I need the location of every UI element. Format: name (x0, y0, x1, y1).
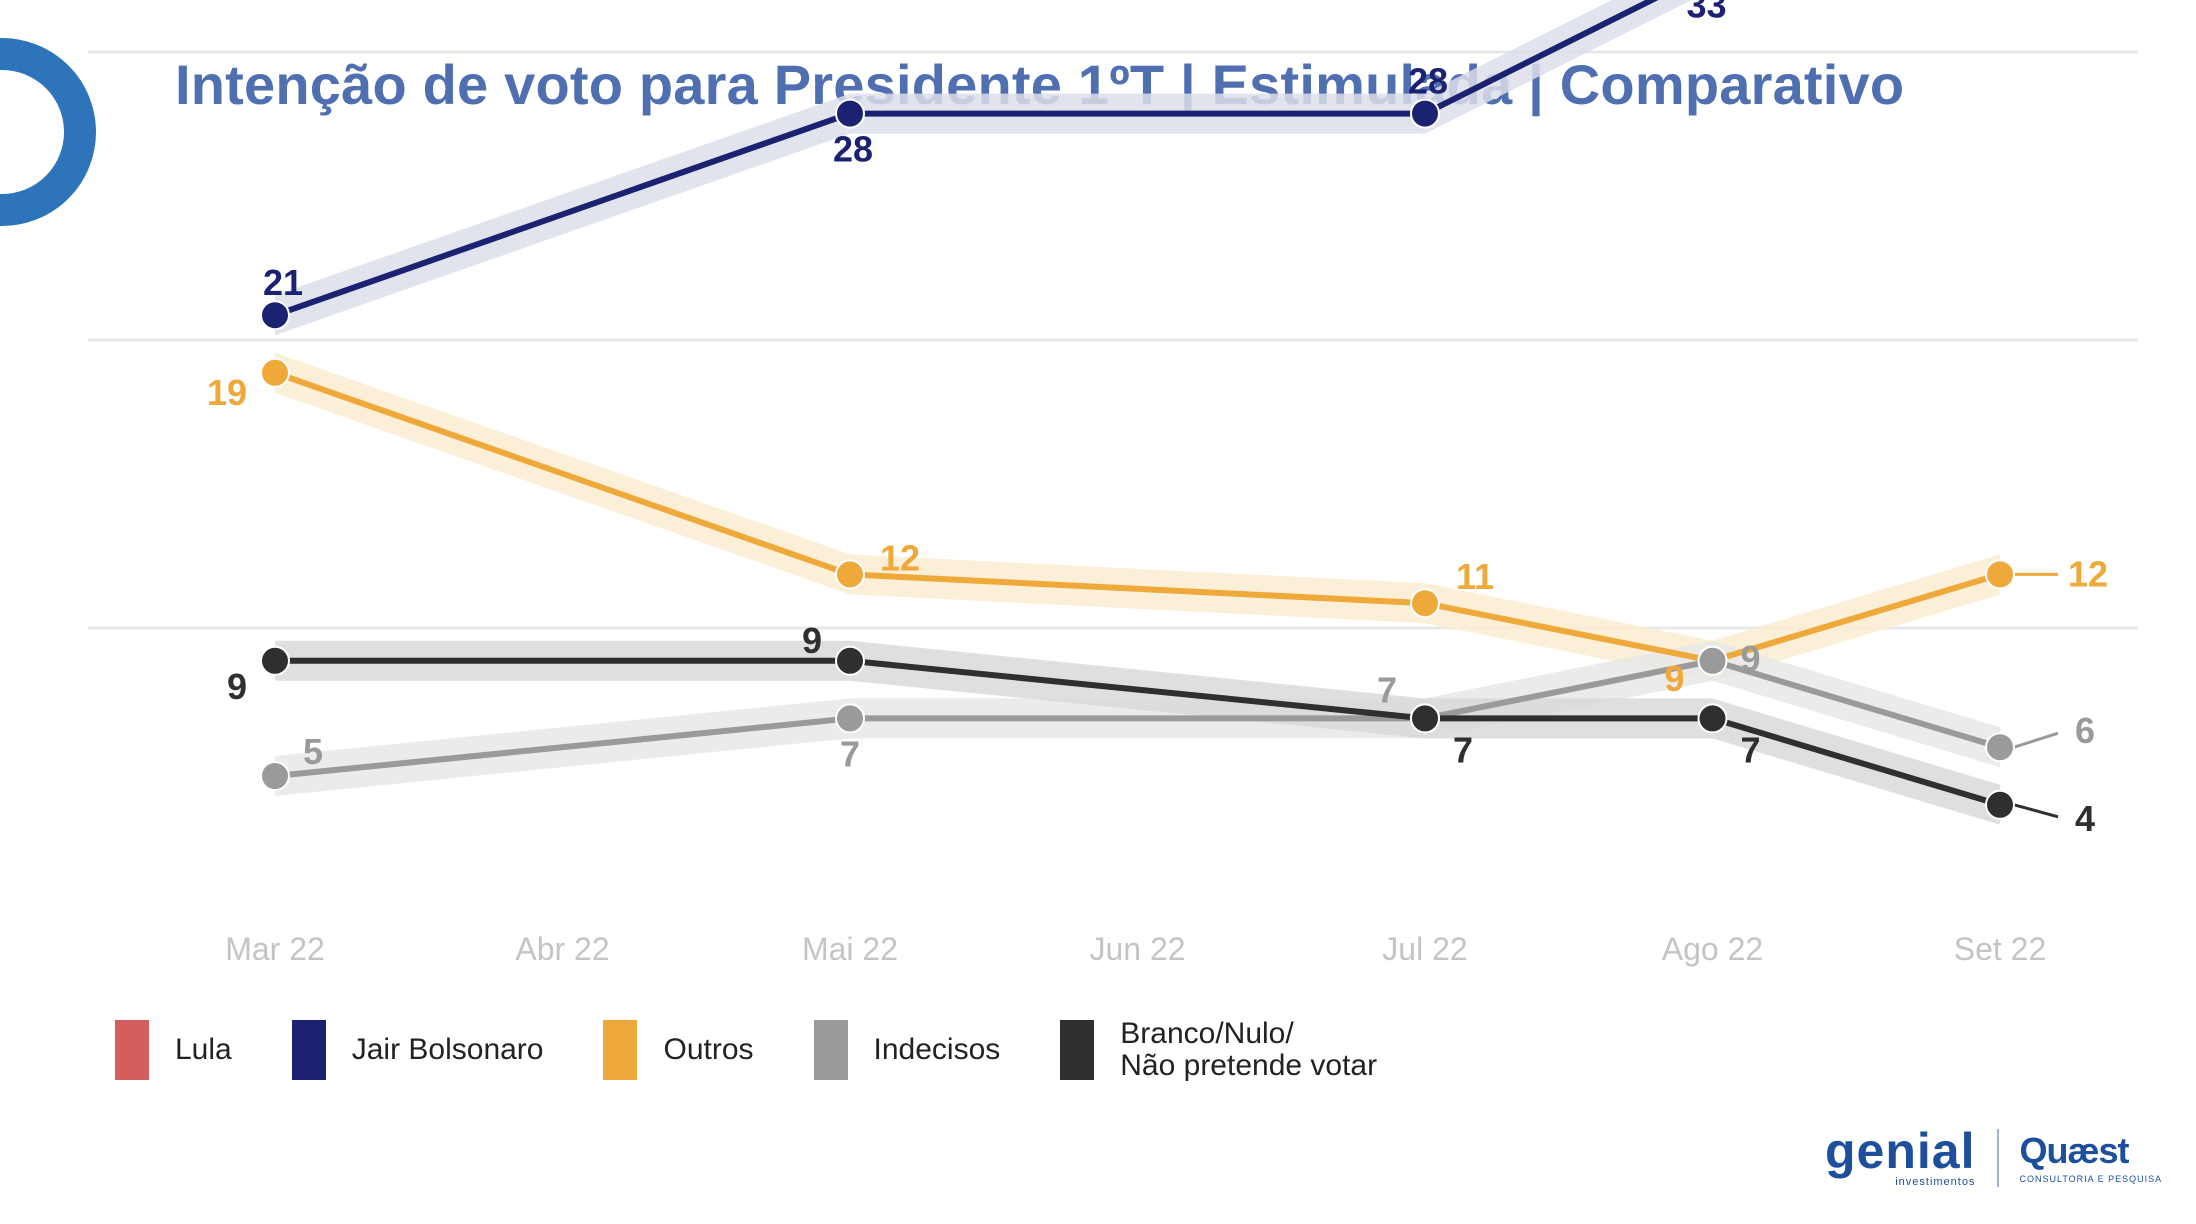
legend-item-bolsonaro: Jair Bolsonaro (291, 1020, 544, 1080)
line-bolsonaro (274, 0, 1659, 319)
marker-branco (1410, 703, 1440, 734)
marker-branco (835, 645, 865, 676)
data-label-bolsonaro: 21 (263, 262, 303, 303)
end-connector-branco (2013, 803, 2059, 819)
x-tick-label: Mai 22 (802, 931, 898, 967)
legend-item-outros: Outros (603, 1020, 754, 1080)
legend-item-lula: Lula (115, 1020, 232, 1080)
legend-label: Jair Bolsonaro (351, 1033, 544, 1066)
marker-indecisos (1985, 732, 2015, 763)
data-label-branco: 4 (2075, 798, 2095, 839)
x-tick-label: Abr 22 (515, 931, 609, 967)
x-tick-label: Set 22 (1954, 931, 2047, 967)
band-bolsonaro (275, 0, 1692, 336)
brand-logos: genial investimentos Quæst CONSULTORIA E… (1825, 1123, 2163, 1188)
data-label-outros: 19 (207, 372, 247, 413)
genial-logo: genial investimentos (1825, 1123, 1976, 1188)
data-label-outros: 12 (2068, 553, 2108, 594)
legend-item-indecisos: Indecisos (813, 1020, 1001, 1080)
data-label-outros: 11 (1456, 556, 1494, 597)
series-markers (260, 98, 2015, 820)
data-label-branco: 7 (1740, 729, 1760, 770)
data-label-branco: 7 (1453, 729, 1473, 770)
marker-bolsonaro (1410, 98, 1440, 129)
x-tick-label: Mar 22 (225, 931, 325, 967)
legend-label: Lula (175, 1033, 232, 1066)
band-outros (275, 352, 2000, 681)
marker-branco (1697, 703, 1728, 734)
data-label-outros: 12 (880, 537, 920, 578)
data-label-bolsonaro: 33 (1686, 0, 1726, 26)
marker-outros (1410, 588, 1440, 619)
quaest-logo-name: Quæst (2019, 1130, 2129, 1171)
marker-branco (260, 645, 290, 676)
data-label-outros: 9 (1664, 658, 1684, 699)
legend-label: Branco/Nulo/ Não pretende votar (1120, 1017, 1378, 1082)
genial-logo-sub: investimentos (1895, 1176, 1976, 1188)
legend-item-branco: Branco/Nulo/ Não pretende votar (1060, 1018, 1377, 1082)
series-bands (275, 0, 2000, 825)
marker-outros (260, 357, 290, 388)
legend-swatch (813, 1020, 848, 1080)
data-labels: 464446424321282833361912119125779699774 (207, 0, 2108, 839)
marker-indecisos (1697, 645, 1728, 676)
data-label-indecisos: 7 (840, 733, 860, 774)
line-outros (274, 369, 2001, 664)
marker-outros (1985, 559, 2015, 590)
data-label-bolsonaro: 28 (1408, 61, 1448, 102)
legend-swatch (291, 1020, 326, 1080)
chart-legend: Lula Jair Bolsonaro Outros Indecisos Branco/… (115, 1018, 1437, 1082)
x-tick-label: Jul 22 (1382, 931, 1467, 967)
marker-branco (1985, 789, 2015, 820)
legend-swatch (603, 1020, 638, 1080)
x-axis-tick-labels: Mar 22 Abr 22 Mai 22 Jun 22 Jul 22 Ago 22 Set … (225, 931, 2046, 967)
data-label-branco: 9 (227, 666, 247, 707)
quaest-logo: Quæst CONSULTORIA E PESQUISA (2019, 1130, 2163, 1185)
marker-indecisos (835, 703, 865, 734)
genial-logo-name: genial (1825, 1123, 1976, 1179)
marker-bolsonaro (260, 300, 290, 331)
legend-swatch (115, 1020, 149, 1080)
marker-indecisos (260, 761, 290, 791)
data-label-indecisos: 9 (1740, 638, 1760, 679)
data-label-indecisos: 7 (1377, 669, 1397, 710)
x-tick-label: Jun 22 (1089, 931, 1185, 967)
marker-bolsonaro (835, 98, 865, 129)
legend-label: Indecisos (873, 1033, 1001, 1066)
brand-divider (1997, 1129, 2000, 1187)
data-label-indecisos: 6 (2075, 710, 2095, 751)
marker-outros (835, 559, 865, 590)
quaest-logo-sub: CONSULTORIA E PESQUISA (2019, 1174, 2163, 1184)
data-label-bolsonaro: 28 (833, 129, 873, 170)
data-label-indecisos: 5 (303, 731, 323, 772)
end-connector-indecisos (2013, 731, 2059, 749)
data-label-branco: 9 (802, 620, 822, 661)
legend-swatch (1060, 1020, 1095, 1080)
legend-label: Outros (663, 1033, 754, 1066)
x-tick-label: Ago 22 (1662, 931, 1763, 967)
